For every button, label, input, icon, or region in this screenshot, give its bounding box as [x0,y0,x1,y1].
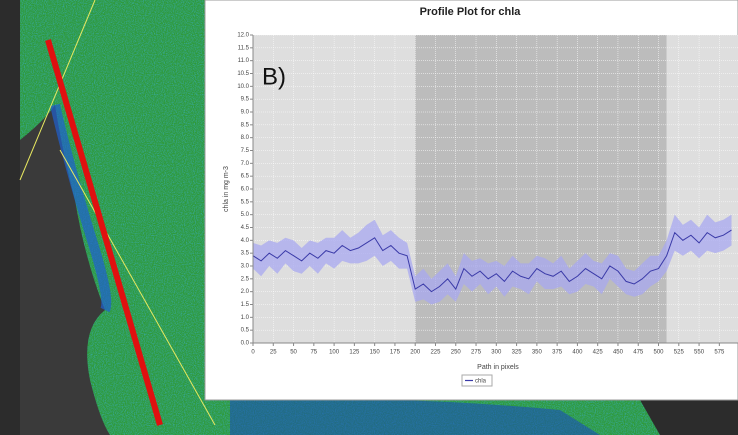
y-tick-label: 9.0 [241,110,250,116]
y-axis-label: chla in mg m-3 [223,166,230,212]
x-tick-label: 400 [572,350,583,356]
region [666,35,738,343]
x-tick-label: 550 [694,350,705,356]
x-tick-label: 575 [714,350,725,356]
y-tick-label: 1.5 [241,302,250,308]
x-tick-label: 300 [491,350,502,356]
x-tick-label: 225 [430,350,441,356]
plot [253,35,738,343]
x-tick-label: 450 [613,350,624,356]
x-tick-label: 275 [471,350,482,356]
y-tick-label: 0.0 [241,341,250,347]
x-tick-label: 500 [654,350,665,356]
y-tick-label: 3.0 [241,264,250,270]
panel-label: B) [262,63,286,90]
x-tick-label: 350 [532,350,543,356]
y-tick-label: 7.0 [241,161,250,167]
x-tick-label: 0 [251,350,255,356]
data-line [253,229,732,293]
x-tick-label: 75 [310,350,317,356]
y-tick-label: 11.0 [238,58,250,64]
x-tick-label: 150 [370,350,381,356]
y-tick-label: 2.0 [241,289,250,295]
x-axis-label: Path in pixels [477,364,519,371]
x-tick-label: 200 [410,350,421,356]
y-tick-label: 5.0 [241,212,250,218]
y-tick-label: 0.5 [241,328,250,334]
x-tick-label: 250 [451,350,462,356]
y-tick-label: 9.5 [241,97,250,103]
std-band [253,214,732,305]
legend-box [461,374,493,387]
y-tick-label: 1.0 [241,315,250,321]
y-tick-label: 2.5 [241,276,250,282]
y-tick-label: 10.0 [237,84,249,90]
x-tick-label: 50 [290,350,297,356]
y-tick-label: 6.0 [241,187,250,193]
x-tick-label: 425 [593,350,604,356]
x-tick-label: 475 [633,350,644,356]
x-tick-label: 125 [349,350,360,356]
y-tick-label: 4.5 [241,225,250,231]
y-tick-label: 8.5 [241,122,250,128]
y-tick-label: 7.5 [241,148,250,154]
legend-label: chla [475,379,487,385]
y-tick-label: 3.5 [241,251,250,257]
x-tick-label: 175 [390,350,401,356]
chart-window: Profile Plot for chla Path in pixels chl… [204,0,738,401]
x-tick-label: 100 [329,350,340,356]
y-tick-label: 4.0 [241,238,250,244]
y-tick-label: 11.5 [238,45,250,51]
x-tick-label: 325 [512,350,523,356]
chart-title: Profile Plot for chla [420,6,522,18]
x-tick-label: 525 [674,350,685,356]
y-tick-label: 6.5 [241,174,250,180]
x-tick-label: 25 [270,350,277,356]
x-tick-label: 375 [552,350,563,356]
y-tick-label: 12.0 [237,33,249,39]
y-tick-label: 10.5 [237,71,249,77]
y-tick-label: 8.0 [241,135,250,141]
y-tick-label: 5.5 [241,199,250,205]
